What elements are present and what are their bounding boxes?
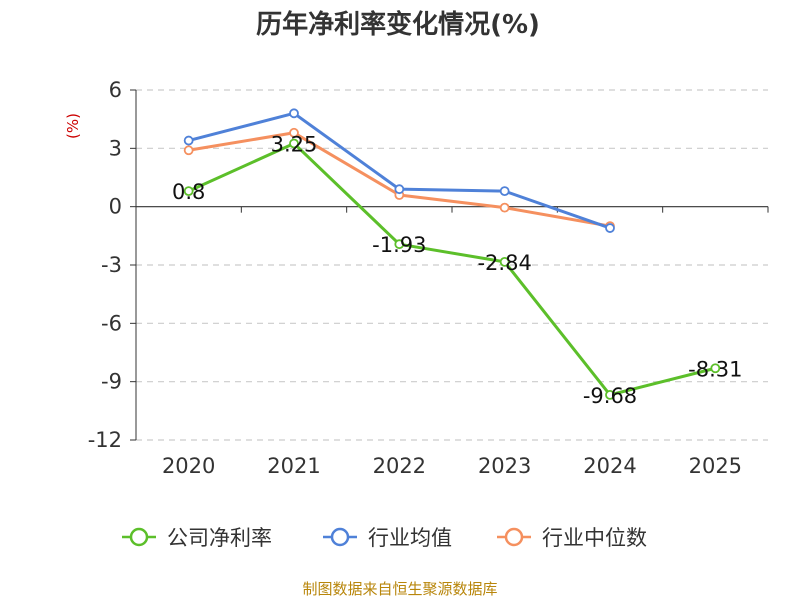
chart-title: 历年净利率变化情况(%) (256, 9, 540, 40)
x-tick-label: 2023 (478, 454, 531, 478)
legend-swatch-marker (504, 527, 524, 547)
y-tick-label: -3 (101, 253, 122, 277)
legend-item-1[interactable]: 行业均值 (323, 526, 452, 550)
legend-item-0[interactable]: 公司净利率 (122, 526, 272, 550)
y-tick-label: -6 (101, 311, 122, 335)
data-point (183, 186, 194, 197)
legend-swatch-marker (129, 527, 149, 547)
x-tick-label: 2021 (267, 454, 320, 478)
y-tick-label: 3 (109, 136, 122, 160)
data-source-note: 制图数据来自恒生聚源数据库 (302, 580, 497, 598)
data-point (710, 363, 721, 374)
legend-label: 行业均值 (368, 526, 452, 550)
data-point (499, 256, 510, 267)
data-point (183, 135, 194, 146)
data-point (605, 223, 615, 233)
legend-item-2[interactable]: 行业中位数 (497, 526, 647, 550)
x-tick-label: 2025 (689, 454, 742, 478)
y-axis-label: (%) (64, 113, 82, 139)
data-label: -1.93 (372, 233, 426, 257)
data-label: -9.68 (583, 384, 637, 408)
data-label: 0.8 (172, 180, 205, 204)
legend-label: 行业中位数 (542, 526, 647, 550)
data-point (183, 145, 194, 156)
y-tick-label: -9 (101, 370, 122, 394)
data-point (605, 389, 615, 400)
data-label: -8.31 (688, 357, 742, 381)
series-line-0 (188, 141, 716, 397)
data-point (289, 108, 299, 119)
data-point (289, 138, 299, 149)
legend-label: 公司净利率 (167, 526, 272, 550)
data-label: -2.84 (477, 251, 531, 275)
data-labels: 0.8 3.25 -1.93 -2.84 -9.68 -8.31 (172, 132, 743, 407)
data-point (499, 186, 510, 197)
x-tick-label: 2024 (583, 454, 636, 478)
legend[interactable]: 公司净利率 行业均值 行业中位数 (122, 526, 647, 550)
data-point (289, 127, 299, 138)
axes: 6 3 0 -3 -6 -9 -12 2020 2021 2022 2023 2024 2025 (88, 78, 769, 478)
series-line-2 (188, 131, 611, 228)
y-tick-label: 6 (109, 78, 122, 102)
data-label: 3.25 (271, 132, 318, 156)
y-tick-label: -12 (88, 428, 122, 452)
data-point (394, 184, 405, 195)
x-tick-label: 2020 (162, 454, 215, 478)
data-point (499, 202, 510, 213)
series-lines (183, 108, 721, 400)
y-tick-label: 0 (109, 195, 122, 219)
series-line-1 (188, 111, 611, 230)
x-tick-label: 2022 (373, 454, 426, 478)
data-point (394, 239, 405, 250)
legend-swatch-marker (330, 527, 350, 547)
